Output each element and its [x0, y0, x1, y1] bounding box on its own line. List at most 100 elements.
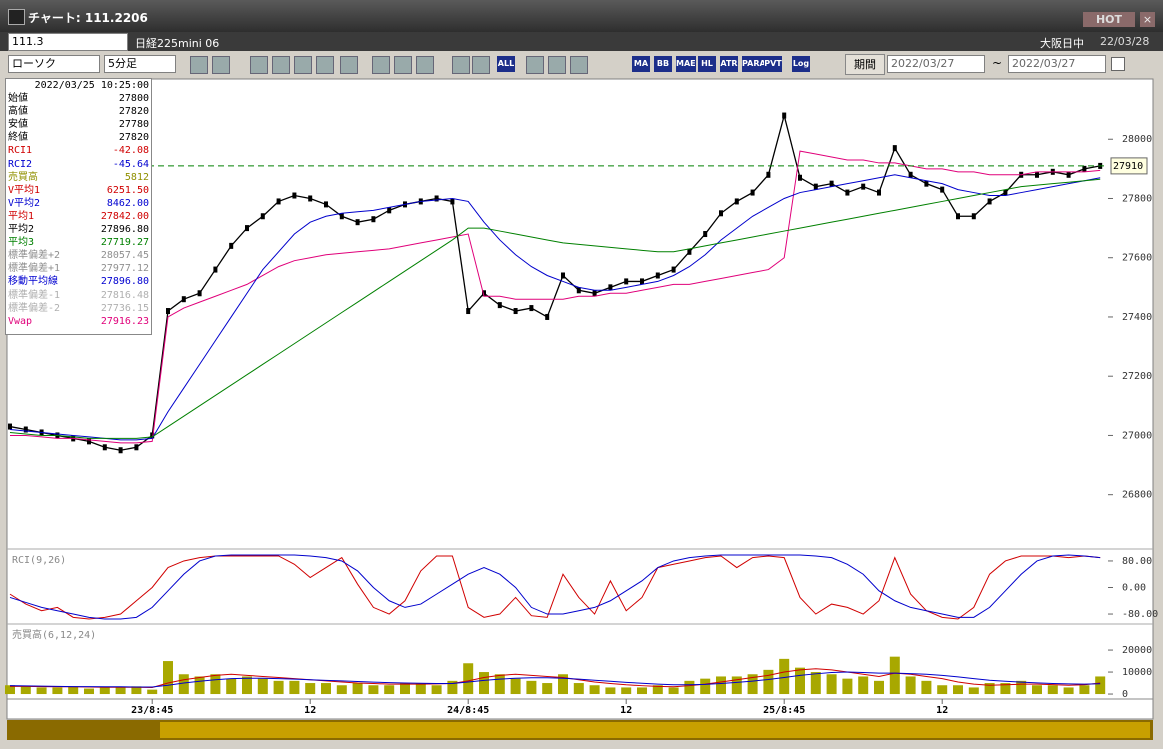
date: 22/03/28	[1100, 35, 1150, 48]
x-tick-label: 12	[304, 705, 316, 716]
info-label: 標準偏差-1	[8, 289, 61, 301]
price-candle	[55, 432, 60, 439]
tool-icon[interactable]: Log	[792, 56, 810, 72]
tool-icon[interactable]	[452, 56, 470, 74]
session: 大阪日中	[1040, 37, 1084, 50]
tool-icon[interactable]	[340, 56, 358, 74]
tool-icon[interactable]	[394, 56, 412, 74]
tool-icon[interactable]: ATR	[720, 56, 738, 72]
tool-icon[interactable]	[294, 56, 312, 74]
volume-bar	[210, 674, 221, 695]
x-tick-label: 23/8:45	[131, 705, 173, 716]
info-row: 平均2 27896.80	[8, 223, 149, 236]
title-bar: チャート: 111.2206 HOT ×	[0, 0, 1163, 32]
volume-bar	[194, 676, 205, 695]
symbol-name: 日経225mini 06	[135, 37, 220, 50]
chart-type-select[interactable]: ローソク	[8, 55, 100, 73]
tool-icon[interactable]: PVT	[764, 56, 782, 72]
series-line	[9, 554, 1101, 620]
last-price-label: 27910	[1113, 161, 1143, 172]
tool-icon[interactable]	[250, 56, 268, 74]
price-candle	[1003, 189, 1008, 196]
interval-select[interactable]: 5分足	[104, 55, 176, 73]
y-tick-label: 27000	[1122, 430, 1152, 441]
y-tick-label: 20000	[1122, 645, 1152, 656]
tool-icon[interactable]: HL	[698, 56, 716, 72]
info-value: 8462.00	[106, 197, 149, 209]
tool-icon[interactable]	[316, 56, 334, 74]
price-candle	[324, 201, 328, 208]
volume-bar	[273, 680, 284, 695]
scroll-track[interactable]	[7, 720, 1153, 740]
tool-icon[interactable]: ALL	[497, 56, 515, 72]
x-tick-label: 24/8:45	[447, 705, 489, 716]
checkbox[interactable]	[1111, 57, 1125, 71]
symbol-bar: 111.3 日経225mini 06 大阪日中 22/03/28	[0, 32, 1163, 51]
tool-icon[interactable]	[372, 56, 390, 74]
info-label: 始値	[8, 93, 28, 105]
tool-icon[interactable]	[548, 56, 566, 74]
tool-icon[interactable]: MAE	[676, 56, 696, 72]
last-price-box	[1110, 157, 1148, 175]
volume-bar	[163, 661, 173, 695]
volume-bar	[305, 683, 316, 695]
tool-icon[interactable]: BB	[654, 56, 672, 72]
volume-bar	[826, 674, 837, 695]
info-label: Vwap	[8, 315, 33, 327]
price-candle	[766, 171, 771, 178]
price-candle	[608, 284, 613, 291]
info-label: 終値	[8, 132, 28, 144]
price-candle	[1019, 171, 1024, 178]
series-line	[10, 668, 1101, 688]
info-value: 27820	[118, 132, 149, 144]
volume-bar	[368, 685, 379, 695]
price-candle	[23, 426, 28, 433]
volume-bar	[984, 683, 995, 695]
volume-bar	[115, 687, 126, 695]
volume-bar	[700, 678, 711, 695]
price-candle	[592, 290, 597, 297]
price-candle	[908, 171, 913, 178]
volume-bar	[558, 674, 568, 695]
tool-icon[interactable]	[416, 56, 434, 74]
price-candle	[703, 231, 708, 238]
price-candle	[877, 189, 881, 196]
volume-bar	[716, 676, 726, 695]
tool-icon[interactable]	[272, 56, 290, 74]
info-value: 27816.48	[100, 289, 149, 301]
price-candle	[229, 242, 234, 249]
tool-icon[interactable]	[190, 56, 208, 74]
info-value: 27977.12	[100, 263, 149, 275]
toolbar: ローソク 5分足 期間 2022/03/27 ~ 2022/03/27 ALL M…	[0, 51, 1163, 77]
info-label: RCI2	[8, 158, 33, 170]
tool-icon[interactable]	[472, 56, 490, 74]
info-row: 標準偏差-1 27816.48	[8, 289, 149, 302]
tool-icon[interactable]	[526, 56, 544, 74]
period-button[interactable]: 期間	[845, 54, 885, 75]
y-tick-label: 27800	[1122, 193, 1152, 204]
scroll-thumb[interactable]	[160, 722, 1150, 738]
tool-icon[interactable]: PARA	[742, 56, 766, 72]
volume-bar	[5, 685, 15, 695]
info-row: Vwap 27916.23	[8, 315, 149, 328]
volume-bar	[289, 680, 300, 695]
price-candle	[245, 225, 249, 232]
price-candle	[1050, 168, 1055, 175]
volume-bar	[463, 663, 474, 695]
info-row: V平均2 8462.00	[8, 197, 149, 210]
hot-button[interactable]: HOT	[1083, 12, 1135, 27]
close-button[interactable]: ×	[1140, 12, 1155, 27]
tool-icon[interactable]: MA	[632, 56, 650, 72]
to-date[interactable]: 2022/03/27	[1008, 55, 1106, 73]
tool-icon[interactable]	[212, 56, 230, 74]
from-date[interactable]: 2022/03/27	[887, 55, 985, 73]
price-candle	[845, 189, 850, 196]
tool-icon[interactable]	[570, 56, 588, 74]
symbol-input[interactable]: 111.3	[8, 33, 128, 51]
price-candle	[418, 198, 423, 205]
panel-title: 売買高(6,12,24)	[12, 628, 96, 641]
series-line	[9, 174, 1101, 441]
volume-bar	[400, 683, 410, 695]
y-tick-label: 10000	[1122, 667, 1152, 678]
